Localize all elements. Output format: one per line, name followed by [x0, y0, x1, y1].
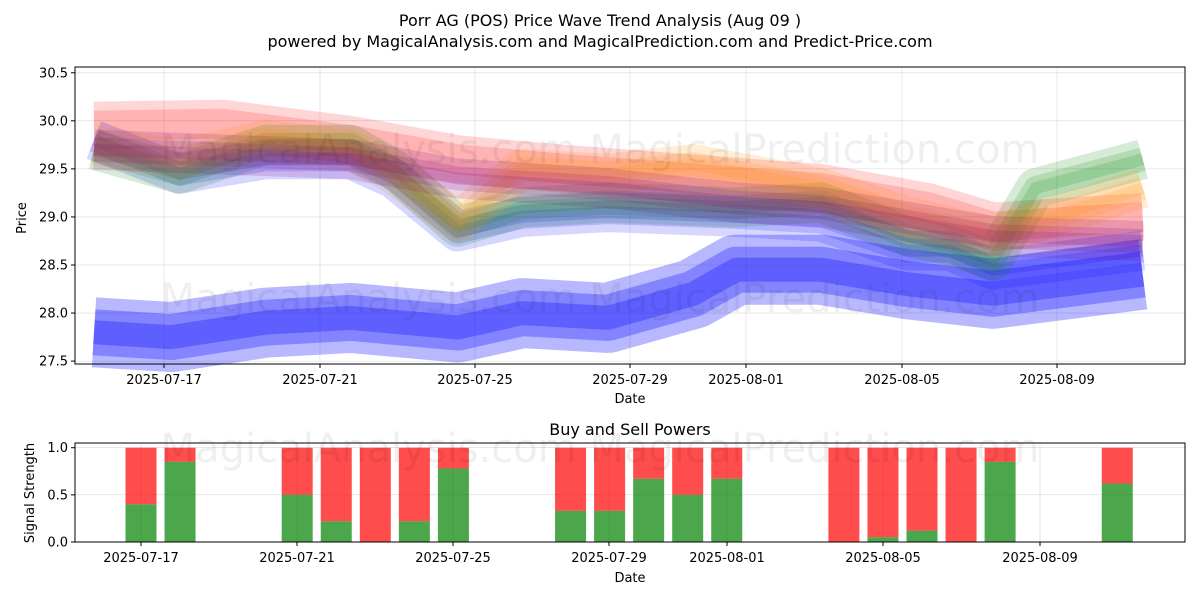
price-x-tick-3: 2025-07-29	[592, 373, 668, 388]
signal-y-tick-1: 0.5	[47, 488, 68, 503]
buy-bar-16	[984, 461, 1016, 542]
sell-bar-17	[1101, 447, 1133, 484]
signal-x-tick-1: 2025-07-21	[259, 551, 335, 566]
band-blue-band-upper-1	[89, 128, 1145, 282]
sell-bar-11	[711, 447, 743, 479]
price-y-tick-2: 28.5	[39, 259, 68, 274]
price-grid	[75, 67, 1185, 364]
signal-y-label: Signal Strength	[23, 443, 38, 543]
sell-bar-2	[281, 447, 313, 495]
buy-bar-10	[672, 494, 704, 542]
signal-bars	[125, 447, 1133, 542]
band-blue-band-upper-2	[91, 134, 1144, 276]
price-bands	[86, 99, 1149, 373]
signal-x-tick-2: 2025-07-25	[415, 551, 491, 566]
sell-bar-6	[437, 447, 469, 469]
buy-bar-17	[1101, 483, 1133, 542]
sell-bar-1	[164, 447, 196, 462]
band-blue-band-upper-0	[86, 121, 1146, 290]
band-purple-band-1	[93, 137, 1144, 253]
price-y-tick-1: 28.0	[39, 307, 68, 322]
buy-bar-14	[906, 530, 938, 542]
signal-title: Buy and Sell Powers	[549, 420, 711, 439]
signal-x-tick-6: 2025-08-09	[1002, 551, 1078, 566]
buy-bar-1	[164, 461, 196, 542]
buy-bar-11	[711, 478, 743, 542]
price-watermark-1: MagicalAnalysis.com MagicalPrediction.co…	[161, 127, 1040, 173]
chart-title: Porr AG (POS) Price Wave Trend Analysis …	[399, 11, 801, 30]
sell-bar-16	[984, 447, 1016, 462]
band-orange-band-1	[92, 128, 1147, 249]
price-watermark-2: MagicalAnalysis.com MagicalPrediction.co…	[161, 276, 1040, 322]
price-x-ticks: 2025-07-17 2025-07-21 2025-07-25 2025-07-29…	[126, 364, 1095, 388]
sell-bar-5	[398, 447, 430, 522]
band-red-band-0	[93, 99, 1145, 251]
sell-bar-4	[359, 447, 391, 542]
signal-y-ticks: 0.0 0.5 1.0	[47, 441, 75, 551]
signal-watermark: MagicalAnalysis.com MagicalPrediction.co…	[161, 426, 1040, 472]
band-orange-band-0	[90, 120, 1149, 257]
signal-y-tick-2: 1.0	[47, 441, 68, 456]
buy-bar-6	[437, 468, 469, 542]
price-x-tick-1: 2025-07-21	[282, 373, 358, 388]
band-blue-band-lower-0	[91, 234, 1148, 373]
sell-bar-14	[906, 447, 938, 531]
signal-x-ticks: 2025-07-17 2025-07-21 2025-07-25 2025-07-29…	[103, 542, 1078, 566]
price-x-label: Date	[614, 392, 645, 407]
price-y-tick-3: 29.0	[39, 210, 68, 225]
price-y-tick-6: 30.5	[39, 66, 68, 81]
price-x-tick-5: 2025-08-05	[864, 373, 940, 388]
sell-bar-13	[867, 447, 899, 538]
price-y-tick-4: 29.5	[39, 162, 68, 177]
band-green-band-1	[90, 132, 1146, 273]
signal-x-tick-4: 2025-08-01	[689, 551, 765, 566]
band-purple-band-0	[93, 129, 1144, 261]
sell-bar-15	[945, 447, 977, 542]
sell-bar-12	[828, 447, 860, 542]
band-green-band-0	[88, 124, 1148, 281]
signal-plot: Buy and Sell Powers MagicalAnalysis.com …	[23, 420, 1186, 586]
buy-bar-0	[125, 504, 157, 542]
price-x-tick-0: 2025-07-17	[126, 373, 202, 388]
sell-bar-9	[633, 447, 665, 479]
band-blue-band-lower-2	[93, 257, 1145, 350]
band-orange-band-2	[93, 134, 1145, 243]
sell-bar-7	[555, 447, 587, 511]
band-purple-band-2	[93, 143, 1143, 247]
signal-plot-frame	[74, 442, 1186, 543]
signal-x-tick-0: 2025-07-17	[103, 551, 179, 566]
price-x-tick-4: 2025-08-01	[708, 373, 784, 388]
sell-bar-3	[320, 447, 352, 522]
sell-bar-0	[125, 447, 157, 505]
buy-bar-3	[320, 521, 352, 542]
band-red-band-1	[93, 108, 1144, 242]
buy-bar-7	[555, 510, 587, 542]
signal-y-tick-0: 0.0	[47, 536, 68, 551]
chart-subtitle: powered by MagicalAnalysis.com and Magic…	[267, 32, 932, 51]
buy-bar-8	[594, 510, 626, 542]
price-y-label: Price	[15, 202, 30, 234]
sell-bar-8	[594, 447, 626, 511]
band-blue-band-lower-1	[92, 246, 1146, 361]
price-x-tick-2: 2025-07-25	[437, 373, 513, 388]
signal-x-label: Date	[614, 571, 645, 586]
band-green-band-2	[92, 138, 1145, 267]
signal-x-tick-3: 2025-07-29	[571, 551, 647, 566]
buy-bar-2	[281, 494, 313, 542]
buy-bar-5	[398, 521, 430, 542]
sell-bar-10	[672, 447, 704, 495]
price-y-tick-5: 30.0	[39, 114, 68, 129]
signal-x-tick-5: 2025-08-05	[845, 551, 921, 566]
buy-bar-9	[633, 478, 665, 542]
price-plot: MagicalAnalysis.com MagicalPrediction.co…	[15, 66, 1186, 407]
buy-bar-13	[867, 537, 899, 542]
price-y-ticks: 27.5 28.0 28.5 29.0 29.5 30.0 30.5	[39, 66, 75, 370]
price-x-tick-6: 2025-08-09	[1019, 373, 1095, 388]
price-y-tick-0: 27.5	[39, 355, 68, 370]
